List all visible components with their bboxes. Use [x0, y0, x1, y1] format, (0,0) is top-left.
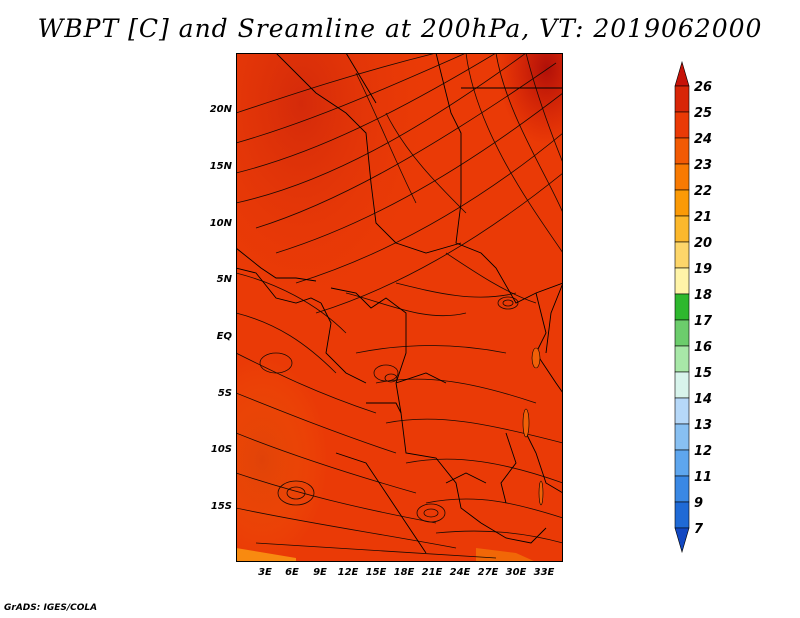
lon-label-6e: 6E: [285, 567, 299, 578]
lon-label-12e: 12E: [337, 567, 359, 578]
colorbar-label-23: 23: [694, 158, 713, 173]
lon-label-15e: 15E: [365, 567, 387, 578]
lat-label-eq: EQ: [216, 331, 232, 342]
lat-label-15n: 15N: [209, 161, 232, 172]
colorbar-swatch: [674, 267, 690, 295]
map-panel: [236, 53, 563, 562]
colorbar: [674, 60, 690, 554]
colorbar-swatch: [674, 85, 690, 113]
colorbar-label-9: 9: [694, 496, 704, 511]
colorbar-label-13: 13: [694, 418, 713, 433]
colorbar-label-26: 26: [694, 80, 713, 95]
colorbar-swatch: [674, 423, 690, 451]
colorbar-label-17: 17: [694, 314, 713, 329]
colorbar-swatch: [674, 371, 690, 399]
colorbar-label-22: 22: [694, 184, 713, 199]
lon-label-24e: 24E: [449, 567, 471, 578]
colorbar-swatch: [674, 449, 690, 477]
lat-label-20n: 20N: [209, 104, 232, 115]
colorbar-swatch: [674, 319, 690, 347]
colorbar-swatch: [674, 163, 690, 191]
lon-label-3e: 3E: [258, 567, 272, 578]
colorbar-top-arrow: [674, 60, 690, 87]
colorbar-bottom-arrow: [674, 527, 690, 554]
colorbar-label-24: 24: [694, 132, 713, 147]
colorbar-swatch: [674, 397, 690, 425]
lon-label-9e: 9E: [313, 567, 327, 578]
streamlines: [236, 53, 563, 559]
colorbar-label-14: 14: [694, 392, 713, 407]
lat-label-10s: 10S: [210, 444, 232, 455]
colorbar-label-15: 15: [694, 366, 713, 381]
colorbar-swatch: [674, 345, 690, 373]
lat-label-5s: 5S: [217, 388, 232, 399]
grads-credit: GrADS: IGES/COLA: [4, 603, 98, 613]
colorbar-label-21: 21: [694, 210, 713, 225]
lon-label-27e: 27E: [477, 567, 499, 578]
colorbar-swatch: [674, 189, 690, 217]
lon-label-30e: 30E: [505, 567, 527, 578]
colorbar-swatch: [674, 241, 690, 269]
lat-label-15s: 15S: [210, 501, 232, 512]
colorbar-swatch: [674, 501, 690, 529]
lon-label-21e: 21E: [421, 567, 443, 578]
colorbar-swatch: [674, 475, 690, 503]
chart-title: WBPT [C] and Sreamline at 200hPa, VT: 20…: [37, 14, 763, 43]
colorbar-swatch: [674, 137, 690, 165]
colorbar-swatch: [674, 215, 690, 243]
colorbar-label-25: 25: [694, 106, 713, 121]
lakes: [522, 347, 544, 506]
colorbar-label-16: 16: [694, 340, 713, 355]
lat-label-10n: 10N: [209, 218, 232, 229]
colorbar-label-11: 11: [694, 470, 713, 485]
colorbar-label-20: 20: [694, 236, 713, 251]
country-borders: [236, 53, 563, 554]
colorbar-label-19: 19: [694, 262, 713, 277]
lon-label-18e: 18E: [393, 567, 415, 578]
colorbar-label-18: 18: [694, 288, 713, 303]
colorbar-swatch: [674, 111, 690, 139]
colorbar-swatch: [674, 293, 690, 321]
colorbar-label-12: 12: [694, 444, 713, 459]
lon-label-33e: 33E: [533, 567, 555, 578]
colorbar-label-7: 7: [694, 522, 704, 537]
lat-label-5n: 5N: [216, 274, 232, 285]
